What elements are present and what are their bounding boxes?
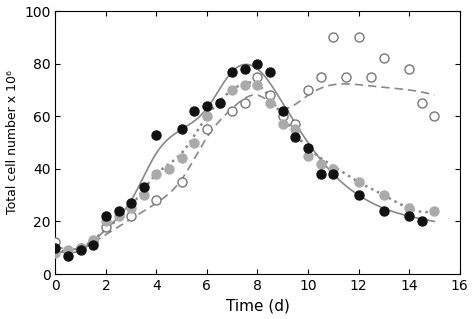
X-axis label: Time (d): Time (d) bbox=[226, 299, 290, 314]
Y-axis label: Total cell number x 10⁶: Total cell number x 10⁶ bbox=[6, 70, 18, 214]
